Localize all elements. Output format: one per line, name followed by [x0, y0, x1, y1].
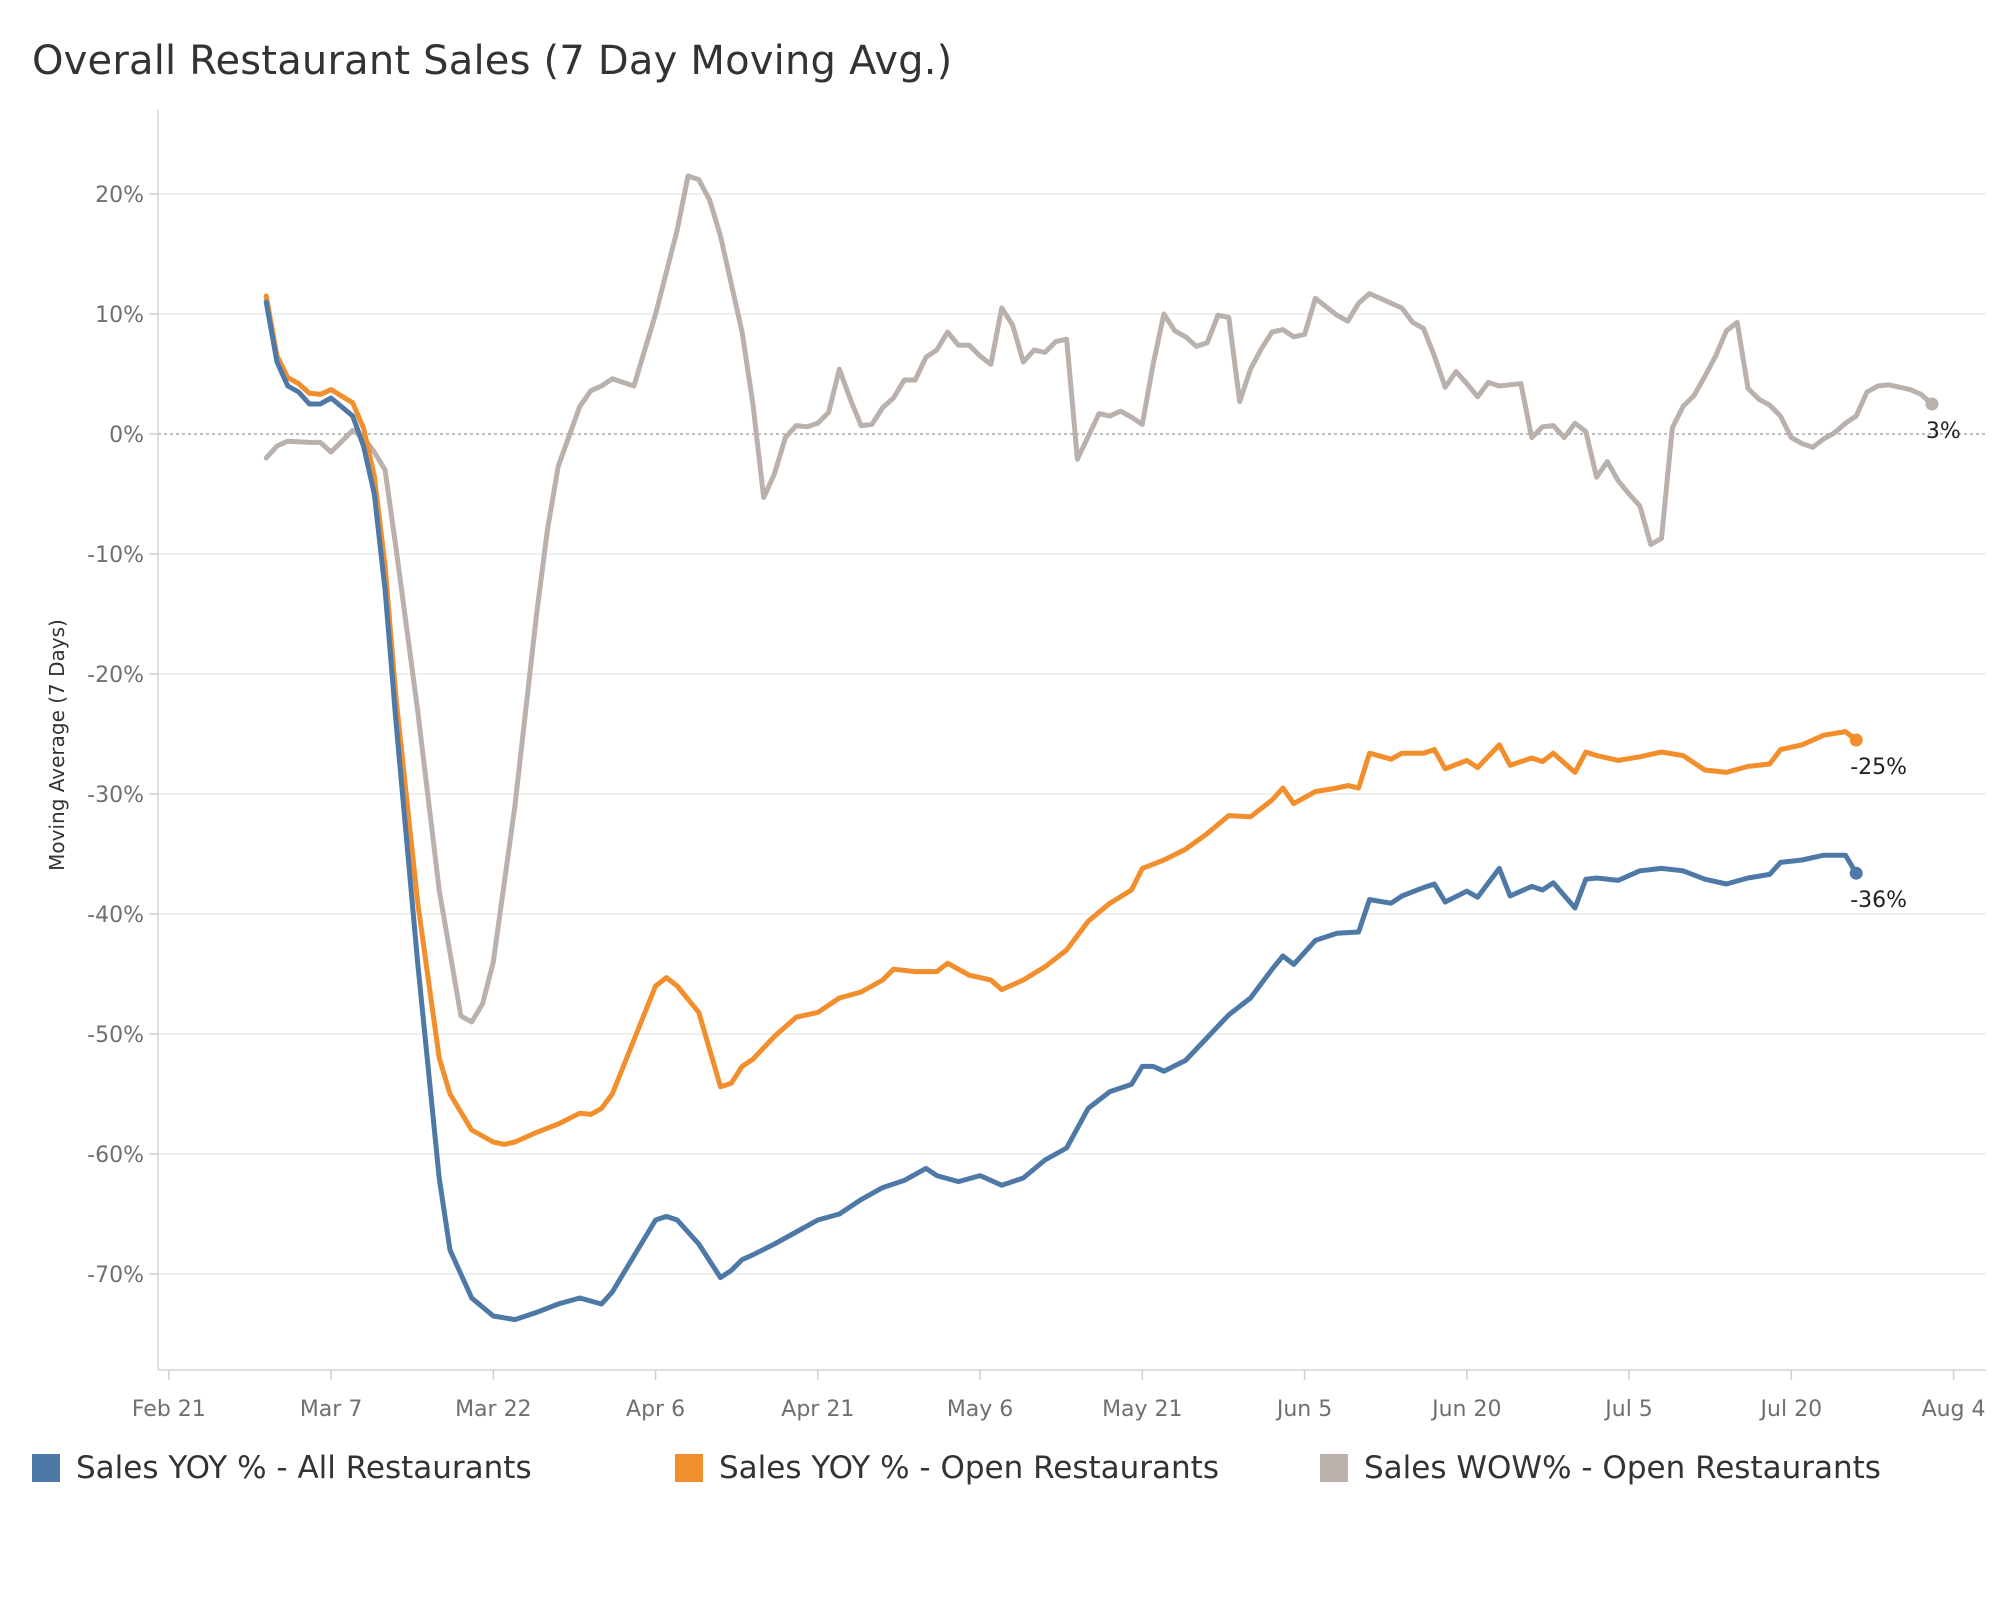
y-tick-label: -10%: [87, 543, 144, 568]
series-end-label-2: 3%: [1926, 419, 1961, 444]
y-axis: 20% 10% 0% -10% -20% -30% -40% -50% -60% -70%: [87, 110, 159, 1370]
legend-swatch: [32, 1454, 60, 1482]
legend-item-0: Sales YOY % - All Restaurants: [32, 1450, 532, 1486]
series-line-2: [263, 173, 1935, 1025]
series-lines: [263, 173, 1939, 1323]
series-line-1: [263, 293, 1859, 1147]
y-tick-label: -30%: [87, 783, 144, 808]
y-tick-label: -20%: [87, 663, 144, 688]
end-labels: 3% -25% -36%: [1850, 419, 1961, 913]
x-tick-label: May 21: [1102, 1397, 1182, 1422]
series-end-label-1: -25%: [1850, 755, 1907, 780]
series-line-0: [263, 299, 1859, 1323]
x-tick-label: Feb 21: [132, 1397, 206, 1422]
x-axis: Feb 21 Mar 7 Mar 22 Apr 6 Apr 21 May 6 May 21 J…: [132, 1369, 1986, 1422]
legend-item-2: Sales WOW% - Open Restaurants: [1320, 1450, 1881, 1486]
x-tick-label: Aug 4: [1922, 1397, 1986, 1422]
series-end-point-1: [1849, 733, 1863, 747]
legend-swatch: [675, 1454, 703, 1482]
y-axis-label: Moving Average (7 Days): [45, 619, 69, 871]
y-tick-label: -70%: [87, 1263, 144, 1288]
x-tick-label: Jun 20: [1430, 1397, 1501, 1422]
legend-item-1: Sales YOY % - Open Restaurants: [675, 1450, 1219, 1486]
x-tick-label: Apr 6: [626, 1397, 685, 1422]
x-tick-label: Mar 22: [455, 1397, 532, 1422]
x-tick-label: Mar 7: [300, 1397, 363, 1422]
x-tick-label: Jun 5: [1275, 1397, 1332, 1422]
legend-swatch: [1320, 1454, 1348, 1482]
y-tick-label: -60%: [87, 1143, 144, 1168]
y-tick-label: -50%: [87, 1023, 144, 1048]
series-end-point-0: [1849, 866, 1863, 880]
y-tick-label: 10%: [95, 303, 144, 328]
legend-label: Sales YOY % - Open Restaurants: [719, 1450, 1219, 1486]
y-tick-label: -40%: [87, 903, 144, 928]
y-tick-label: 0%: [109, 423, 144, 448]
legend-label: Sales WOW% - Open Restaurants: [1364, 1450, 1881, 1486]
x-tick-label: Jul 5: [1603, 1397, 1653, 1422]
x-tick-label: May 6: [947, 1397, 1013, 1422]
gridlines: [158, 193, 1986, 1275]
legend: Sales YOY % - All Restaurants Sales YOY %…: [0, 1450, 2000, 1510]
y-tick-label: 20%: [95, 183, 144, 208]
series-end-label-0: -36%: [1850, 888, 1907, 913]
series-end-point-2: [1925, 397, 1939, 411]
x-tick-label: Apr 21: [781, 1397, 854, 1422]
x-tick-label: Jul 20: [1759, 1397, 1823, 1422]
chart-title: Overall Restaurant Sales (7 Day Moving A…: [32, 38, 953, 84]
legend-label: Sales YOY % - All Restaurants: [76, 1450, 532, 1486]
